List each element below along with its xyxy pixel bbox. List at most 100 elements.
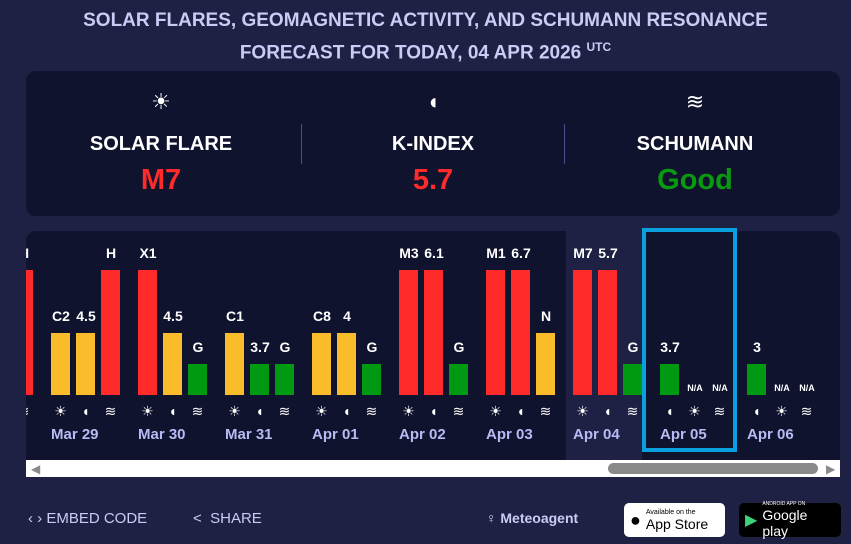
sun-icon: ☀ xyxy=(402,403,415,419)
sun-bar xyxy=(51,333,70,395)
magnet-bar xyxy=(424,270,443,395)
brand-label: Meteoagent xyxy=(500,510,579,526)
magnet-value-label: 3.7 xyxy=(250,339,270,355)
share-icon: < xyxy=(193,510,202,527)
day-date: Apr 04 xyxy=(573,426,620,443)
waves-bar xyxy=(188,364,207,395)
magnet-icon: ◖ xyxy=(516,403,525,419)
magnet-bar xyxy=(250,364,269,395)
sun-icon: ☀ xyxy=(576,403,589,419)
waves-bar xyxy=(275,364,294,395)
page-title: SOLAR FLARES, GEOMAGNETIC ACTIVITY, AND … xyxy=(0,8,851,66)
sun-value-label: N/A xyxy=(687,383,703,393)
sun-value-label: M7 xyxy=(573,245,593,261)
waves-value-label: N/A xyxy=(799,383,815,393)
waves-value-label: G xyxy=(453,339,465,355)
sun-bar xyxy=(486,270,505,395)
waves-icon: ≋ xyxy=(539,403,552,419)
day-date: Mar 29 xyxy=(51,426,99,443)
sun-icon: ☀ xyxy=(151,89,171,114)
sun-bar xyxy=(312,333,331,395)
day-date: Mar 30 xyxy=(138,426,186,443)
sun-value-label: M1 xyxy=(486,245,506,261)
waves-bar xyxy=(26,270,33,395)
gplay-small: ANDROID APP ON xyxy=(762,501,806,507)
day-column[interactable]: 3.7 ◖ N/A ☀ N/A ≋ Apr 05 xyxy=(660,231,747,460)
day-date: Apr 06 xyxy=(747,426,794,443)
schumann-label: SCHUMANN xyxy=(636,133,754,155)
waves-value-label: G xyxy=(192,339,204,355)
k-index-label: K-INDEX xyxy=(391,133,475,155)
magnet-bar xyxy=(598,270,617,395)
sun-icon: ☀ xyxy=(54,403,67,419)
day-date: Apr 03 xyxy=(486,426,533,443)
summary-card: ☀ SOLAR FLARE M7 ◖ K-INDEX 5.7 ≋ SCHUMAN… xyxy=(26,71,840,216)
gplay-label: Google play xyxy=(762,507,808,539)
magnet-value-label: 4.5 xyxy=(163,308,183,324)
magnet-value-label: 4.5 xyxy=(76,308,96,324)
day-column[interactable]: 3 ◖ N/A ☀ N/A ≋ Apr 06 xyxy=(747,231,834,460)
solar-flare-summary: ☀ SOLAR FLARE M7 xyxy=(26,71,296,197)
waves-icon: ≋ xyxy=(365,403,378,419)
waves-icon: ≋ xyxy=(713,403,726,419)
day-column[interactable]: ☀◖H≋ xyxy=(26,231,51,460)
sun-icon: ☀ xyxy=(489,403,502,419)
sun-value-label: X1 xyxy=(139,245,157,261)
embed-label: EMBED CODE xyxy=(46,510,148,527)
magnet-value-label: 3.7 xyxy=(660,339,680,355)
horizontal-scrollbar[interactable]: ◀ ▶ xyxy=(26,460,840,477)
day-column[interactable]: C2 ☀ 4.5 ◖ H ≋ Mar 29 xyxy=(51,231,138,460)
divider xyxy=(301,124,302,164)
waves-icon: ≋ xyxy=(685,89,705,114)
meteoagent-link[interactable]: ♀ Meteoagent xyxy=(486,510,578,526)
waves-bar xyxy=(449,364,468,395)
magnet-icon: ◖ xyxy=(81,403,90,419)
sun-icon: ☀ xyxy=(228,403,241,419)
day-column[interactable]: M1 ☀ 6.7 ◖ N ≋ Apr 03 xyxy=(486,231,573,460)
day-column[interactable]: M7 ☀ 5.7 ◖ G ≋ Apr 04 xyxy=(573,231,660,460)
magnet-icon: ◖ xyxy=(752,403,761,419)
waves-icon: ≋ xyxy=(626,403,639,419)
day-date: Apr 02 xyxy=(399,426,446,443)
day-column[interactable]: C1 ☀ 3.7 ◖ G ≋ Mar 31 xyxy=(225,231,312,460)
embed-code-button[interactable]: ‹ › EMBED CODE xyxy=(28,510,147,527)
waves-value-label: N xyxy=(540,308,552,324)
solar-flare-value: M7 xyxy=(140,164,182,196)
waves-bar xyxy=(536,333,555,395)
magnet-bar xyxy=(163,333,182,395)
waves-icon: ≋ xyxy=(452,403,465,419)
title-line-2: FORECAST FOR TODAY, 04 APR 2026 xyxy=(239,42,582,64)
waves-bar xyxy=(623,364,642,395)
magnet-value-label: 6.7 xyxy=(511,245,531,261)
scroll-right-arrow-icon[interactable]: ▶ xyxy=(826,462,836,476)
play-icon: ▶ xyxy=(745,512,758,529)
apple-icon: ● xyxy=(630,509,641,530)
sun-bar xyxy=(138,270,157,395)
share-button[interactable]: < SHARE xyxy=(193,510,262,527)
schumann-summary: ≋ SCHUMANN Good xyxy=(560,71,830,197)
magnet-value-label: 4 xyxy=(343,308,351,324)
timezone-label: UTC xyxy=(586,40,612,54)
magnet-icon: ◖ xyxy=(429,403,438,419)
day-date: Apr 05 xyxy=(660,426,707,443)
day-column[interactable]: X1 ☀ 4.5 ◖ G ≋ Mar 30 xyxy=(138,231,225,460)
magnet-bar xyxy=(76,333,95,395)
sun-icon: ☀ xyxy=(688,403,701,419)
waves-icon: ≋ xyxy=(800,403,813,419)
app-store-badge[interactable]: ● Available on the App Store xyxy=(624,503,725,537)
waves-value-label: H xyxy=(105,245,117,261)
magnet-bar xyxy=(511,270,530,395)
schumann-value: Good xyxy=(657,164,733,196)
scroll-left-arrow-icon[interactable]: ◀ xyxy=(31,462,41,476)
scrollbar-thumb[interactable] xyxy=(608,463,818,474)
google-play-badge[interactable]: ▶ ANDROID APP ON Google play xyxy=(739,501,841,539)
waves-value-label: G xyxy=(279,339,291,355)
k-index-summary: ◖ K-INDEX 5.7 xyxy=(298,71,568,197)
sun-value-label: C2 xyxy=(52,308,70,324)
magnet-icon: ◖ xyxy=(426,89,440,114)
waves-icon: ≋ xyxy=(26,403,33,420)
day-column[interactable]: M3 ☀ 6.1 ◖ G ≋ Apr 02 xyxy=(399,231,486,460)
magnet-value-label: 3 xyxy=(753,339,761,355)
day-column[interactable]: C8 ☀ 4 ◖ G ≋ Apr 01 xyxy=(312,231,399,460)
